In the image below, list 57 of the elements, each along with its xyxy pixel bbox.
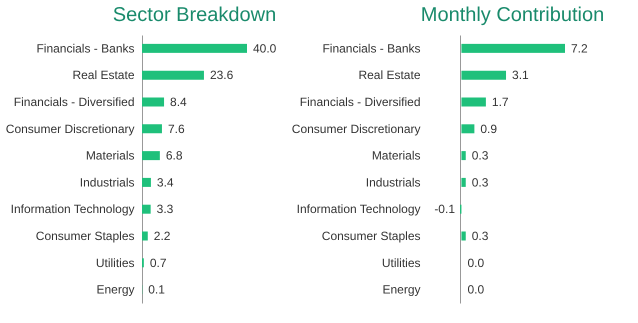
y-tick-label: Financials - Diversified <box>14 95 134 109</box>
bar <box>142 98 164 106</box>
data-label: 0.9 <box>480 122 498 136</box>
y-tick-label: Financials - Banks <box>322 41 420 56</box>
bar <box>461 70 506 80</box>
bar <box>142 178 151 187</box>
data-label: 0.3 <box>472 148 489 163</box>
y-tick-label: Materials <box>372 148 420 163</box>
data-label: 7.6 <box>168 122 185 136</box>
y-tick-label: Consumer Staples <box>322 229 420 243</box>
bar <box>461 124 474 134</box>
bar <box>142 44 247 53</box>
data-label: 40.0 <box>253 41 277 56</box>
data-label: -0.1 <box>434 202 456 216</box>
data-label: 0.3 <box>472 175 489 190</box>
data-label: 1.7 <box>492 95 509 109</box>
bar <box>142 124 162 134</box>
bar <box>142 151 160 160</box>
bar <box>461 232 466 240</box>
y-tick-label: Real Estate <box>72 68 135 82</box>
y-tick-label: Consumer Discretionary <box>292 122 420 136</box>
data-label: 0.7 <box>150 256 167 270</box>
bar <box>142 232 148 240</box>
y-tick-label: Consumer Staples <box>36 229 134 243</box>
chart-title: Sector Breakdown <box>112 4 276 26</box>
y-tick-label: Information Technology <box>296 202 420 216</box>
y-tick-label: Information Technology <box>10 202 134 216</box>
chart-title: Monthly Contribution <box>420 4 604 26</box>
y-tick-label: Industrials <box>366 175 420 190</box>
data-label: 8.4 <box>170 95 188 109</box>
data-label: 0.0 <box>467 282 484 297</box>
y-tick-label: Materials <box>86 148 134 163</box>
data-label: 0.0 <box>467 256 484 270</box>
y-tick-label: Real Estate <box>358 68 421 82</box>
y-tick-label: Utilities <box>382 256 420 270</box>
data-label: 6.8 <box>166 148 183 163</box>
bar <box>461 98 486 106</box>
bar <box>142 204 151 214</box>
data-label: 23.6 <box>210 68 234 82</box>
data-label: 3.3 <box>156 202 174 216</box>
y-tick-label: Energy <box>96 282 134 297</box>
bar <box>461 151 466 160</box>
y-tick-label: Industrials <box>80 175 134 190</box>
bar <box>142 70 204 80</box>
data-label: 0.1 <box>148 282 166 297</box>
data-label: 7.2 <box>571 41 588 56</box>
y-tick-label: Financials - Diversified <box>300 95 420 109</box>
y-tick-label: Energy <box>382 282 420 297</box>
y-tick-label: Consumer Discretionary <box>6 122 134 136</box>
y-tick-label: Utilities <box>96 256 134 270</box>
data-label: 2.2 <box>154 229 171 243</box>
data-label: 3.1 <box>512 68 530 82</box>
bar <box>461 44 565 53</box>
data-label: 0.3 <box>472 229 489 243</box>
data-label: 3.4 <box>156 175 174 190</box>
bar <box>461 178 466 187</box>
y-tick-label: Financials - Banks <box>36 41 134 56</box>
